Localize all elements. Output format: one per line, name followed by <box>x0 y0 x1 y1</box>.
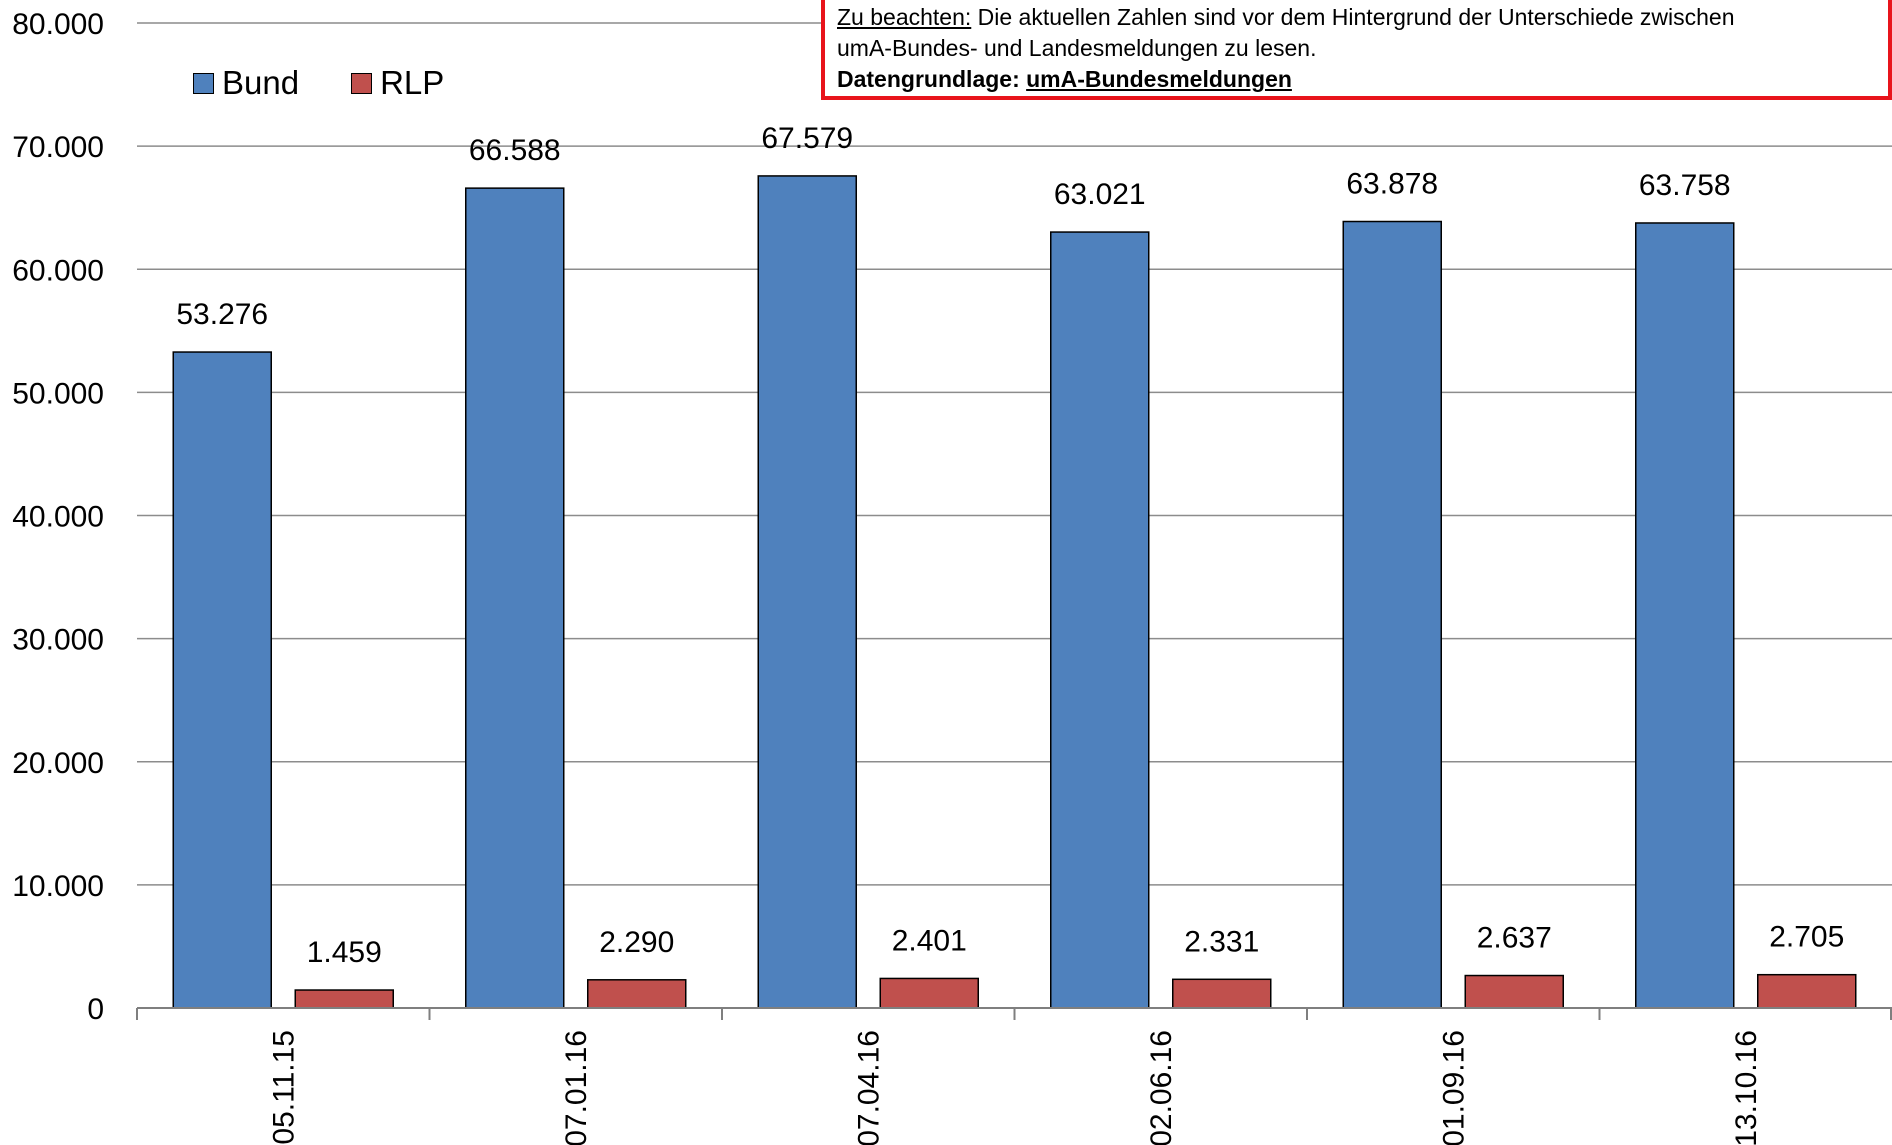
note-source: Datengrundlage: umA-Bundesmeldungen <box>837 64 1876 95</box>
data-label-rlp: 2.331 <box>1184 925 1259 958</box>
data-label-rlp: 2.705 <box>1769 921 1844 954</box>
y-tick-label: 30.000 <box>12 624 104 657</box>
note-line-2: umA-Bundes- und Landesmeldungen zu lesen… <box>837 35 1317 61</box>
note-line-1: Zu beachten: Die aktuellen Zahlen sind v… <box>837 2 1876 33</box>
data-label-bund: 53.276 <box>176 298 268 331</box>
x-tick-label: 13.10.16 <box>1730 1030 1763 1145</box>
x-tick-label: 05.11.15 <box>267 1030 300 1145</box>
data-label-bund: 63.021 <box>1054 178 1146 211</box>
data-label-rlp: 1.459 <box>307 936 382 969</box>
data-label-rlp: 2.401 <box>892 924 967 957</box>
bar-bund <box>1342 220 1442 1009</box>
legend-swatch-rlp <box>351 72 373 94</box>
legend-label-rlp: RLP <box>380 64 445 101</box>
data-label-rlp: 2.290 <box>599 926 674 959</box>
bar-bund <box>1050 231 1150 1009</box>
y-tick-label: 10.000 <box>12 870 104 903</box>
y-tick-label: 60.000 <box>12 254 104 287</box>
bar-rlp <box>1757 973 1857 1009</box>
y-tick-label: 40.000 <box>12 501 104 534</box>
data-label-bund: 66.588 <box>469 134 561 167</box>
note-source-value: umA-Bundesmeldungen <box>1026 66 1292 92</box>
x-tick-label: 02.06.16 <box>1145 1030 1178 1145</box>
data-label-bund: 63.878 <box>1346 168 1438 201</box>
data-label-bund: 67.579 <box>761 122 853 155</box>
x-tick-label: 07.04.16 <box>852 1030 885 1145</box>
y-tick-label: 80.000 <box>12 8 104 41</box>
legend-item-rlp: RLP <box>351 64 444 102</box>
bar-rlp <box>1172 978 1272 1009</box>
data-label-bund: 63.758 <box>1639 169 1731 202</box>
bar-rlp <box>879 977 979 1009</box>
y-tick-label: 20.000 <box>12 747 104 780</box>
bar-bund <box>172 351 272 1009</box>
legend: Bund RLP <box>193 64 496 102</box>
bar-bund <box>757 175 857 1009</box>
bar-bund <box>1635 222 1735 1009</box>
note-prefix: Zu beachten: <box>837 4 972 30</box>
y-tick-label: 70.000 <box>12 131 104 164</box>
x-tick-label: 07.01.16 <box>560 1030 593 1145</box>
bar-rlp <box>294 989 394 1009</box>
bar-rlp <box>587 979 687 1009</box>
data-label-rlp: 2.637 <box>1477 922 1552 955</box>
legend-swatch-bund <box>193 72 214 94</box>
note-box: Zu beachten: Die aktuellen Zahlen sind v… <box>821 0 1892 100</box>
note-source-label: Datengrundlage: <box>837 66 1027 92</box>
bar-rlp <box>1464 974 1564 1009</box>
x-tick-label: 01.09.16 <box>1437 1030 1470 1145</box>
y-tick-label: 0 <box>87 993 104 1026</box>
note-text-1: Die aktuellen Zahlen sind vor dem Hinter… <box>971 4 1735 30</box>
bar-bund <box>465 187 565 1009</box>
legend-item-bund: Bund <box>193 64 299 102</box>
y-tick-label: 50.000 <box>12 377 104 410</box>
legend-label-bund: Bund <box>222 64 300 101</box>
